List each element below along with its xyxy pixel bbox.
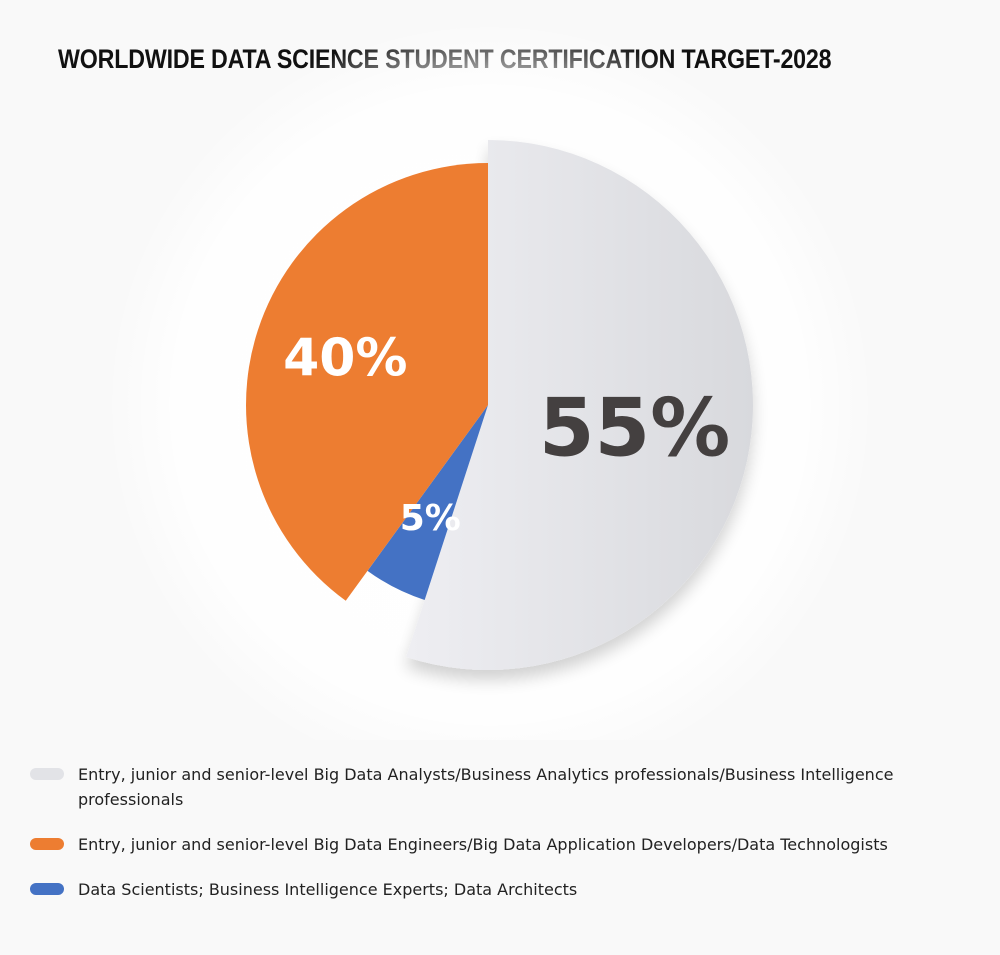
pie-slice <box>406 140 753 670</box>
legend: Entry, junior and senior-level Big Data … <box>30 762 970 922</box>
legend-label: Entry, junior and senior-level Big Data … <box>78 765 894 809</box>
legend-item: Data Scientists; Business Intelligence E… <box>30 877 970 902</box>
legend-item: Entry, junior and senior-level Big Data … <box>30 832 970 857</box>
pie-slice-label: 5% <box>400 498 461 539</box>
legend-swatch <box>30 768 64 780</box>
legend-swatch <box>30 883 64 895</box>
pie-chart: 55% 5% 40% <box>105 20 875 740</box>
pie-slice-label: 40% <box>283 329 407 389</box>
pie-slice <box>246 163 488 601</box>
legend-label: Entry, junior and senior-level Big Data … <box>78 835 888 854</box>
legend-swatch <box>30 838 64 850</box>
pie-slice-label: 55% <box>539 382 730 475</box>
legend-item: Entry, junior and senior-level Big Data … <box>30 762 970 812</box>
pie-slices <box>246 140 753 670</box>
pie-slice <box>367 405 488 600</box>
legend-label: Data Scientists; Business Intelligence E… <box>78 880 578 899</box>
pie-slice-labels: 55% 5% 40% <box>283 329 730 539</box>
